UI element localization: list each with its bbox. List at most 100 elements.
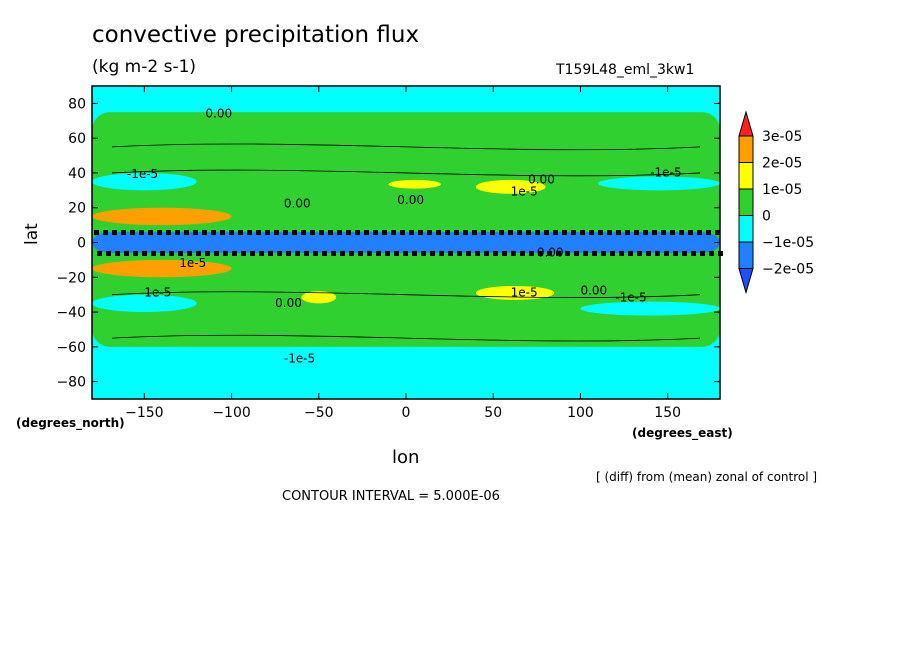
noise-mark [241, 250, 246, 256]
contour-label-12: 1e-5 [511, 185, 538, 199]
colorbar-label: 2e-05 [762, 156, 802, 172]
contour-region-1 [388, 179, 441, 189]
noise-mark [274, 230, 279, 236]
noise-mark [661, 230, 666, 236]
noise-mark [688, 230, 693, 236]
colorbar-box [738, 188, 754, 216]
noise-mark [337, 230, 342, 236]
noise-mark [652, 230, 657, 236]
noise-mark [637, 250, 642, 256]
noise-mark [493, 250, 498, 256]
contour-region-5 [92, 172, 197, 191]
noise-mark [103, 230, 108, 236]
map-layer: 0.000.000.000.000.000.000.00-1e-5-1e-5-1… [91, 86, 723, 399]
y-tick-label: −80 [56, 375, 86, 391]
noise-mark [589, 230, 594, 236]
contour-label-0: 0.00 [205, 106, 232, 120]
noise-mark [121, 230, 126, 236]
noise-mark [292, 230, 297, 236]
noise-mark [214, 250, 219, 256]
noise-mark [331, 250, 336, 256]
noise-mark [601, 250, 606, 256]
noise-mark [682, 250, 687, 256]
colorbar-box [738, 215, 754, 243]
colorbar-box [738, 241, 754, 269]
noise-mark [634, 230, 639, 236]
noise-mark [517, 230, 522, 236]
noise-mark [211, 230, 216, 236]
noise-mark [571, 230, 576, 236]
noise-mark [502, 250, 507, 256]
x-tick-label: 50 [484, 405, 502, 421]
noise-mark [619, 250, 624, 256]
contour-region-11 [92, 232, 720, 253]
noise-mark [490, 230, 495, 236]
noise-mark [355, 230, 360, 236]
noise-mark [526, 230, 531, 236]
noise-mark [133, 250, 138, 256]
noise-mark [97, 250, 102, 256]
contour-line-2 [111, 143, 701, 151]
contour-label-10: 1e-5 [144, 285, 171, 299]
noise-mark [385, 250, 390, 256]
y-tick-label: −60 [56, 340, 86, 356]
noise-mark [427, 230, 432, 236]
colorbar-box [738, 162, 754, 190]
noise-mark [151, 250, 156, 256]
noise-mark [679, 230, 684, 236]
noise-mark [466, 250, 471, 256]
noise-mark [697, 230, 702, 236]
noise-mark [445, 230, 450, 236]
noise-mark [670, 230, 675, 236]
contour-label-11: 1e-5 [179, 256, 206, 270]
noise-mark [259, 250, 264, 256]
colorbar-label: 3e-05 [762, 129, 802, 145]
contour-label-7: -1e-5 [284, 351, 315, 365]
noise-mark [142, 250, 147, 256]
noise-mark [346, 230, 351, 236]
noise-mark [169, 250, 174, 256]
colorbar-label: 1e-05 [762, 182, 802, 198]
contour-label-9: -1e-5 [650, 165, 681, 179]
noise-mark [448, 250, 453, 256]
noise-mark [175, 230, 180, 236]
x-tick-label: 0 [402, 405, 411, 421]
noise-mark [655, 250, 660, 256]
contour-label-3: 0.00 [528, 172, 555, 186]
contour-line-0 [111, 169, 701, 177]
noise-mark [229, 230, 234, 236]
contour-line-3 [111, 334, 701, 342]
contour-label-6: 0.00 [275, 296, 302, 310]
colorbar: 3e-05 2e-05 1e-05 0 −1e-05 −2e-05 [738, 110, 814, 295]
noise-mark [382, 230, 387, 236]
noise-mark [238, 230, 243, 236]
noise-mark [367, 250, 372, 256]
noise-mark [202, 230, 207, 236]
x-unit-label: (degrees_east) [632, 426, 733, 440]
noise-mark [706, 230, 711, 236]
noise-mark [529, 250, 534, 256]
noise-mark [481, 230, 486, 236]
noise-mark [475, 250, 480, 256]
contour-label-8: -1e-5 [127, 167, 158, 181]
noise-mark [421, 250, 426, 256]
noise-mark [700, 250, 705, 256]
noise-mark [544, 230, 549, 236]
noise-mark [340, 250, 345, 256]
y-axis-label: lat [22, 223, 42, 245]
noise-mark [286, 250, 291, 256]
x-tick-label: −50 [304, 405, 334, 421]
x-tick-label: 100 [567, 405, 594, 421]
contour-interval: CONTOUR INTERVAL = 5.000E-06 [282, 489, 500, 504]
noise-mark [313, 250, 318, 256]
noise-mark [562, 230, 567, 236]
contour-label-1: 0.00 [284, 197, 311, 211]
noise-mark [643, 230, 648, 236]
noise-mark [223, 250, 228, 256]
noise-mark [454, 230, 459, 236]
noise-mark [178, 250, 183, 256]
colorbar-label: −2e-05 [762, 262, 814, 278]
contour-label-13: 1e-5 [511, 285, 538, 299]
noise-mark [574, 250, 579, 256]
noise-mark [607, 230, 612, 236]
